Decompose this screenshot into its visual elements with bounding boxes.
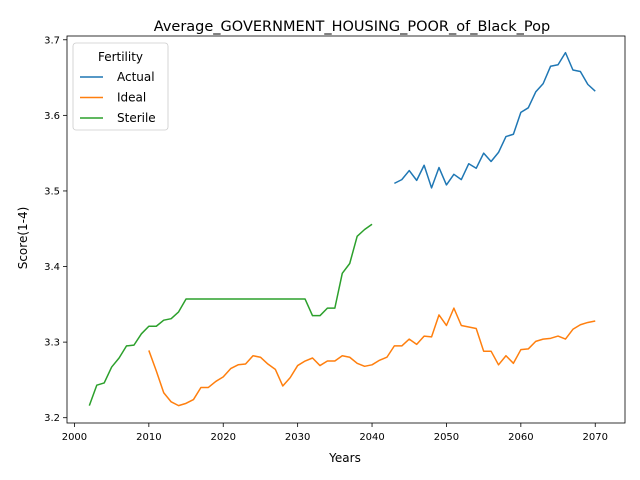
y-axis-label: Score(1-4) bbox=[16, 207, 30, 270]
x-tick-label: 2070 bbox=[583, 432, 608, 443]
x-tick-label: 2010 bbox=[136, 432, 161, 443]
chart-title: Average_GOVERNMENT_HOUSING_POOR_of_Black… bbox=[154, 19, 550, 35]
legend-label-ideal: Ideal bbox=[117, 91, 146, 105]
plot-area bbox=[88, 51, 596, 407]
series-line-sterile bbox=[88, 223, 373, 406]
x-axis: 2000 2010 2020 2030 2040 2050 2060 2070 bbox=[62, 423, 608, 443]
x-tick-label: 2000 bbox=[62, 432, 87, 443]
y-tick-label: 3.3 bbox=[44, 338, 60, 349]
legend: Fertility Actual Ideal Sterile bbox=[72, 42, 169, 131]
y-tick-label: 3.4 bbox=[44, 262, 60, 273]
x-tick-label: 2050 bbox=[434, 432, 459, 443]
y-tick-label: 3.7 bbox=[44, 35, 60, 46]
y-tick-label: 3.5 bbox=[44, 186, 60, 197]
x-tick-label: 2060 bbox=[508, 432, 533, 443]
series-line-ideal bbox=[148, 307, 596, 407]
x-axis-label: Years bbox=[328, 451, 361, 465]
legend-entries: Actual Ideal Sterile bbox=[80, 70, 156, 125]
y-axis: 3.2 3.3 3.4 3.5 3.6 3.7 bbox=[44, 35, 67, 424]
legend-box bbox=[72, 42, 169, 131]
x-tick-label: 2020 bbox=[211, 432, 236, 443]
legend-label-sterile: Sterile bbox=[117, 111, 156, 125]
y-tick-label: 3.2 bbox=[44, 413, 60, 424]
series-line-actual bbox=[394, 51, 596, 189]
legend-title: Fertility bbox=[98, 50, 143, 64]
axes-frame bbox=[66, 35, 626, 424]
x-tick-label: 2030 bbox=[285, 432, 310, 443]
legend-label-actual: Actual bbox=[117, 70, 155, 84]
x-tick-label: 2040 bbox=[359, 432, 384, 443]
y-tick-label: 3.6 bbox=[44, 111, 60, 122]
